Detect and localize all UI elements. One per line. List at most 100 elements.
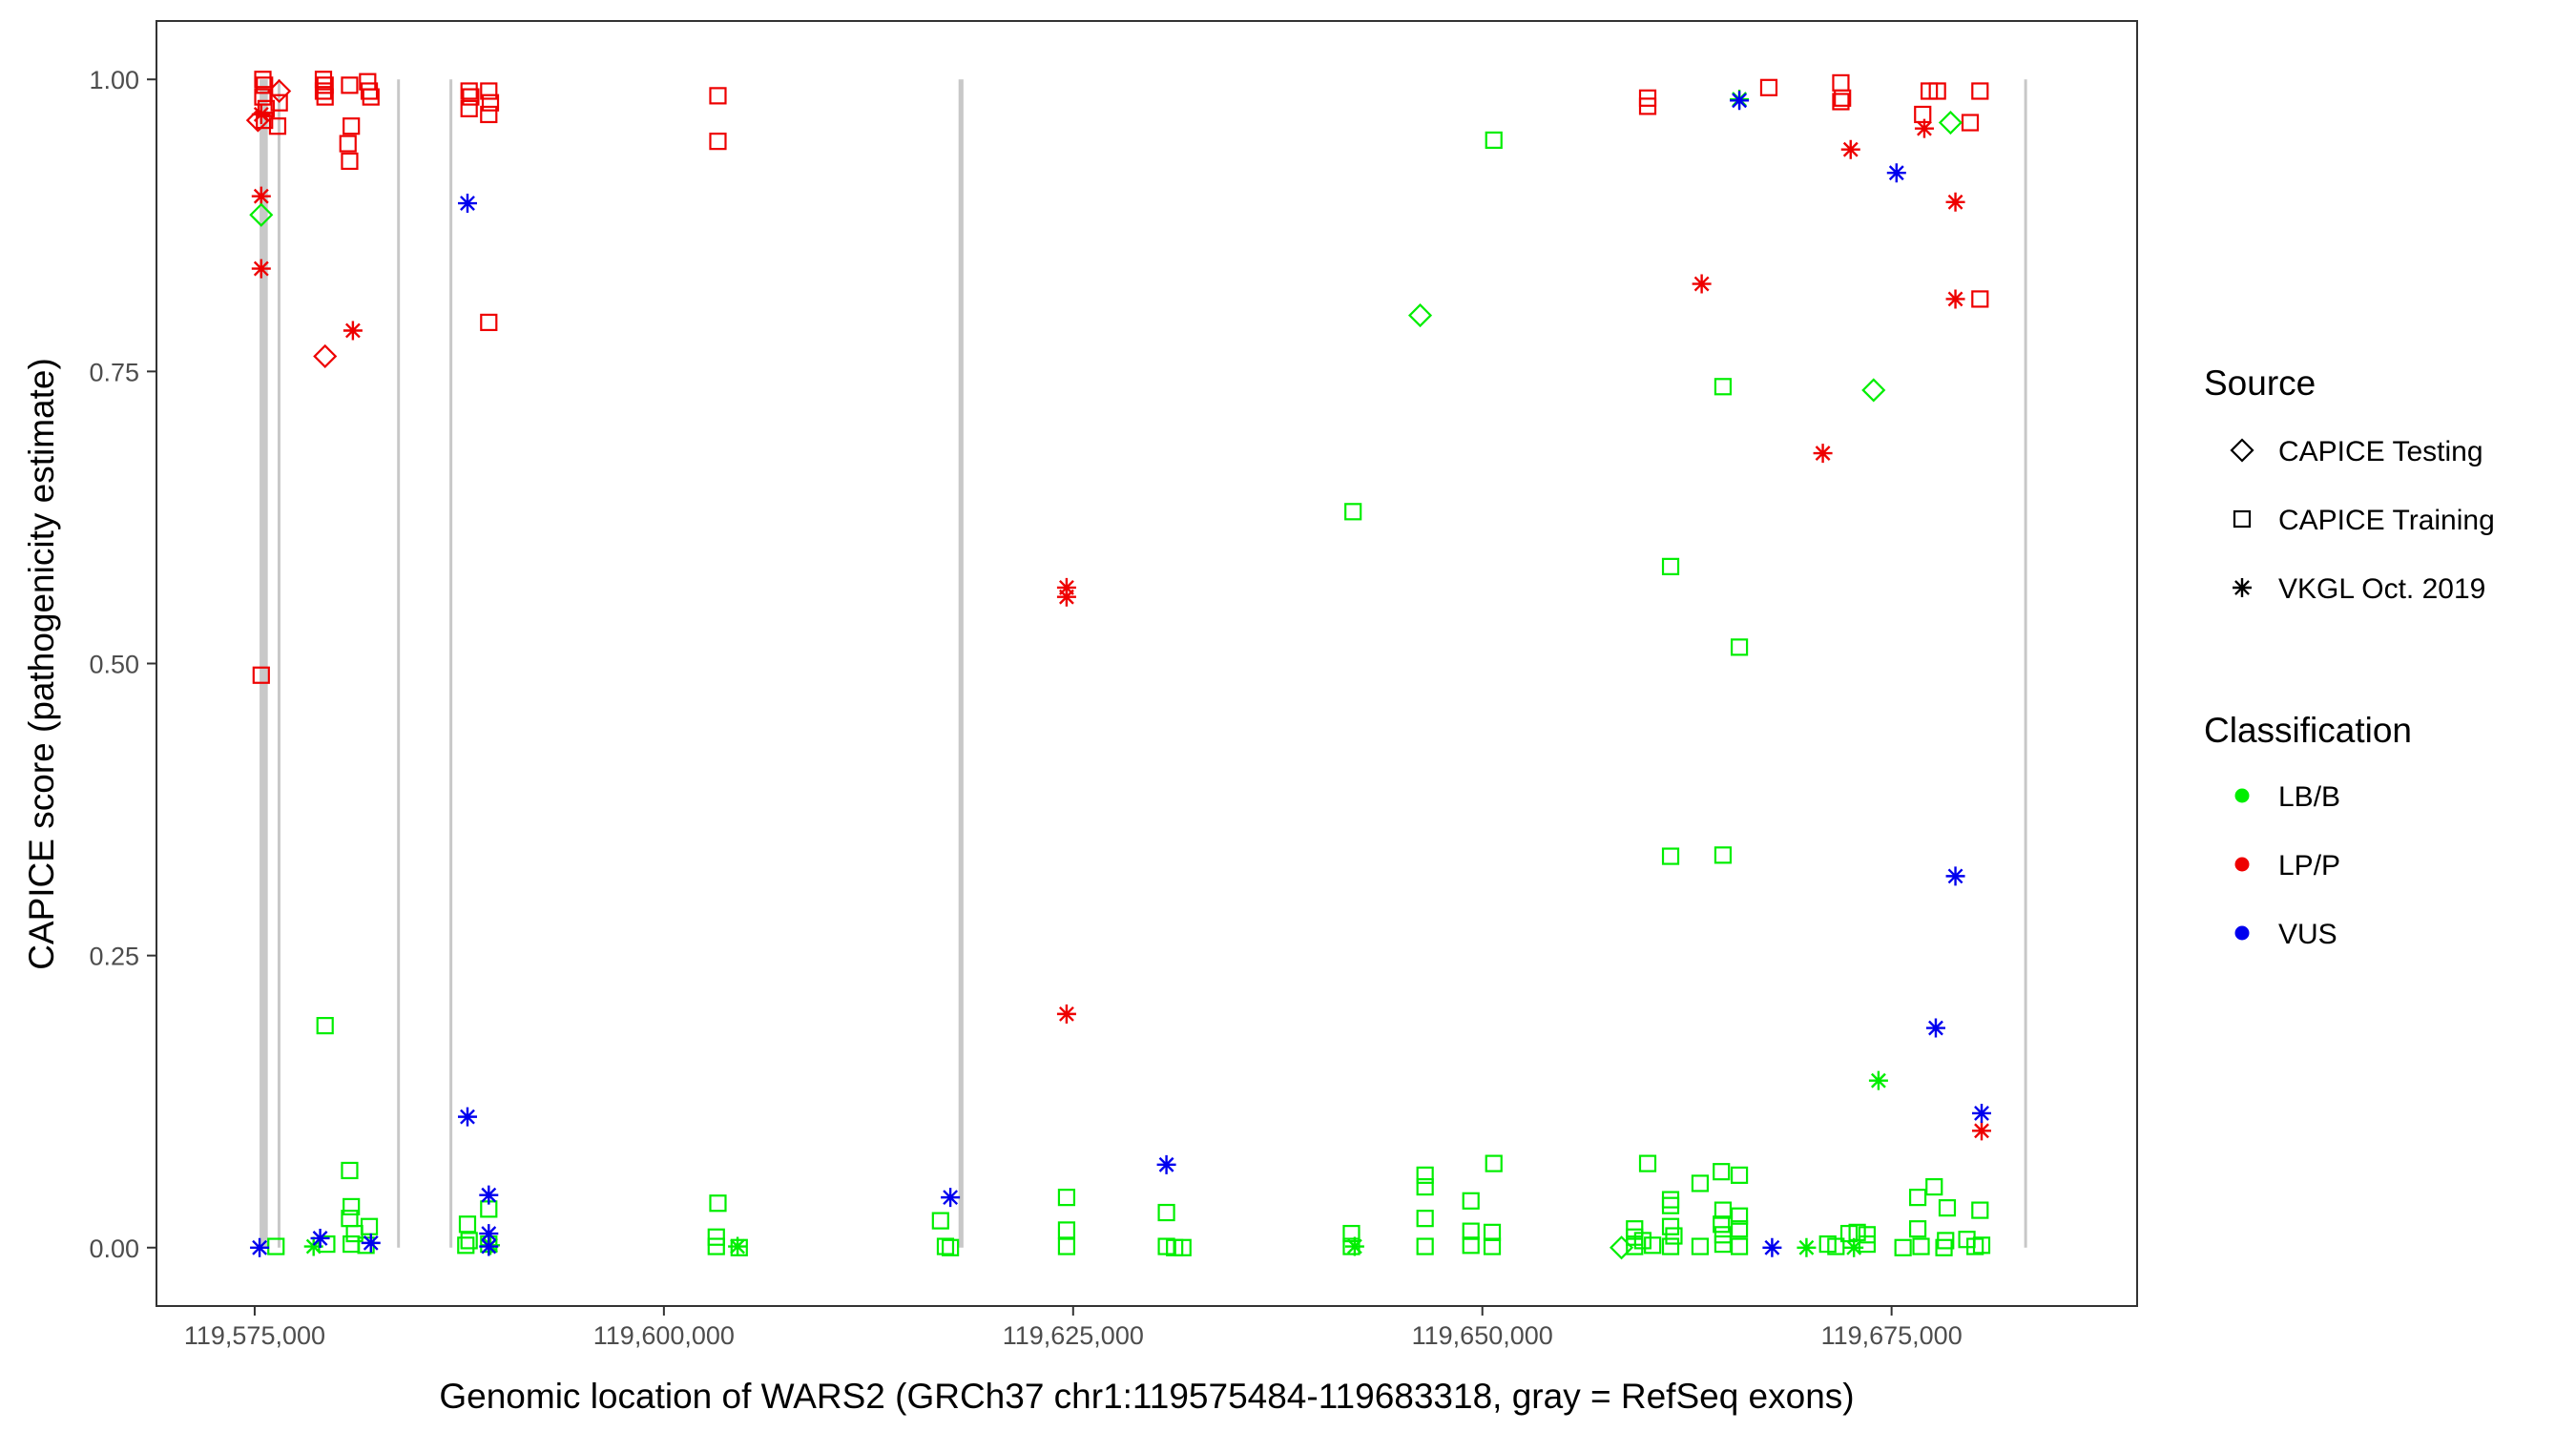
data-point <box>1344 503 1362 521</box>
data-point <box>480 313 498 332</box>
data-point <box>341 1161 359 1180</box>
data-point <box>1714 1226 1733 1244</box>
data-point <box>1971 82 1989 100</box>
data-point <box>267 1237 285 1255</box>
data-point <box>310 1228 330 1248</box>
data-point <box>709 87 727 105</box>
data-point <box>1661 1217 1680 1235</box>
data-point <box>1834 89 1852 107</box>
legend-source-key <box>2230 438 2254 463</box>
data-point <box>270 93 288 112</box>
data-point <box>1485 131 1503 150</box>
data-point <box>460 1232 478 1250</box>
data-point <box>1342 1224 1361 1243</box>
data-point <box>1827 1237 1845 1255</box>
data-point <box>481 93 500 112</box>
data-point <box>1840 139 1860 159</box>
data-point <box>316 88 334 106</box>
data-point <box>1057 1237 1076 1255</box>
data-point <box>1730 1237 1749 1255</box>
data-point <box>1925 1177 1943 1196</box>
data-point <box>316 76 334 94</box>
data-point <box>1938 110 1963 135</box>
data-point <box>1813 444 1833 464</box>
data-point <box>457 194 477 214</box>
data-point <box>1886 163 1906 183</box>
x-tick-label: 119,650,000 <box>1412 1321 1553 1350</box>
data-point <box>339 135 357 153</box>
legend-classification-label: LB/B <box>2278 781 2340 813</box>
data-point <box>1832 73 1850 93</box>
x-tick-label: 119,600,000 <box>593 1321 735 1350</box>
data-point <box>1961 114 1980 132</box>
data-point <box>1832 93 1850 111</box>
data-point <box>1174 1238 1192 1256</box>
data-point <box>1638 1154 1657 1172</box>
data-point <box>1908 1189 1927 1207</box>
data-point <box>1691 1174 1710 1192</box>
legend-classification-key <box>2234 857 2250 872</box>
data-point <box>1056 587 1076 607</box>
data-point <box>1407 303 1433 328</box>
data-point <box>460 99 478 117</box>
data-point <box>251 259 271 279</box>
data-point <box>1908 1220 1927 1238</box>
data-point <box>1462 1192 1480 1210</box>
data-point <box>1661 1196 1680 1214</box>
data-point <box>1483 1237 1502 1255</box>
exon-band <box>2024 79 2027 1248</box>
data-point <box>343 117 361 135</box>
data-point <box>1730 1166 1749 1184</box>
data-point <box>1483 1223 1502 1241</box>
exon-band <box>260 79 268 1248</box>
data-point <box>1485 1154 1503 1172</box>
data-point <box>316 1017 334 1035</box>
data-point <box>709 133 727 151</box>
y-tick-label: 0.75 <box>89 358 139 386</box>
data-point <box>1730 91 1750 111</box>
data-point <box>341 76 359 94</box>
data-point <box>1730 1220 1749 1238</box>
legend-classification: Classification LB/B LP/P VUS <box>2204 711 2412 950</box>
data-point <box>1462 1222 1480 1240</box>
data-point <box>1925 1018 1945 1038</box>
data-point <box>1971 290 1989 308</box>
data-point <box>707 1237 725 1255</box>
data-point <box>1416 1166 1434 1184</box>
data-point <box>1972 1236 1991 1255</box>
data-point <box>1156 1154 1176 1174</box>
data-point <box>1644 1236 1662 1255</box>
data-point <box>1661 557 1680 575</box>
data-point <box>457 1236 475 1255</box>
data-point <box>1945 866 1965 886</box>
data-point <box>1633 1232 1652 1250</box>
data-point <box>1416 1177 1434 1196</box>
data-point <box>1056 1004 1076 1024</box>
data-point <box>249 202 274 227</box>
data-point <box>362 88 380 106</box>
legend-classification-key <box>2234 925 2250 941</box>
data-point <box>1848 1223 1866 1241</box>
data-point <box>1344 1236 1364 1256</box>
data-point <box>257 99 276 117</box>
data-point <box>314 82 333 100</box>
data-point <box>1935 1238 1953 1256</box>
data-point <box>1971 1201 1989 1219</box>
x-tick-label: 119,625,000 <box>1003 1321 1144 1350</box>
data-point <box>462 88 480 106</box>
data-point <box>1714 846 1733 864</box>
data-point <box>268 117 287 135</box>
data-point <box>360 82 379 100</box>
exon-band <box>958 79 964 1248</box>
data-point <box>1928 82 1946 100</box>
y-axis: 0.00 0.25 0.50 0.75 1.00 <box>89 66 156 1263</box>
data-point <box>1665 1227 1683 1245</box>
data-point <box>1714 1234 1733 1254</box>
data-point <box>1714 378 1733 396</box>
data-point <box>256 76 274 94</box>
data-point <box>936 1237 955 1255</box>
data-point <box>1759 78 1778 96</box>
data-point <box>931 1212 949 1230</box>
data-point <box>1714 1201 1733 1219</box>
